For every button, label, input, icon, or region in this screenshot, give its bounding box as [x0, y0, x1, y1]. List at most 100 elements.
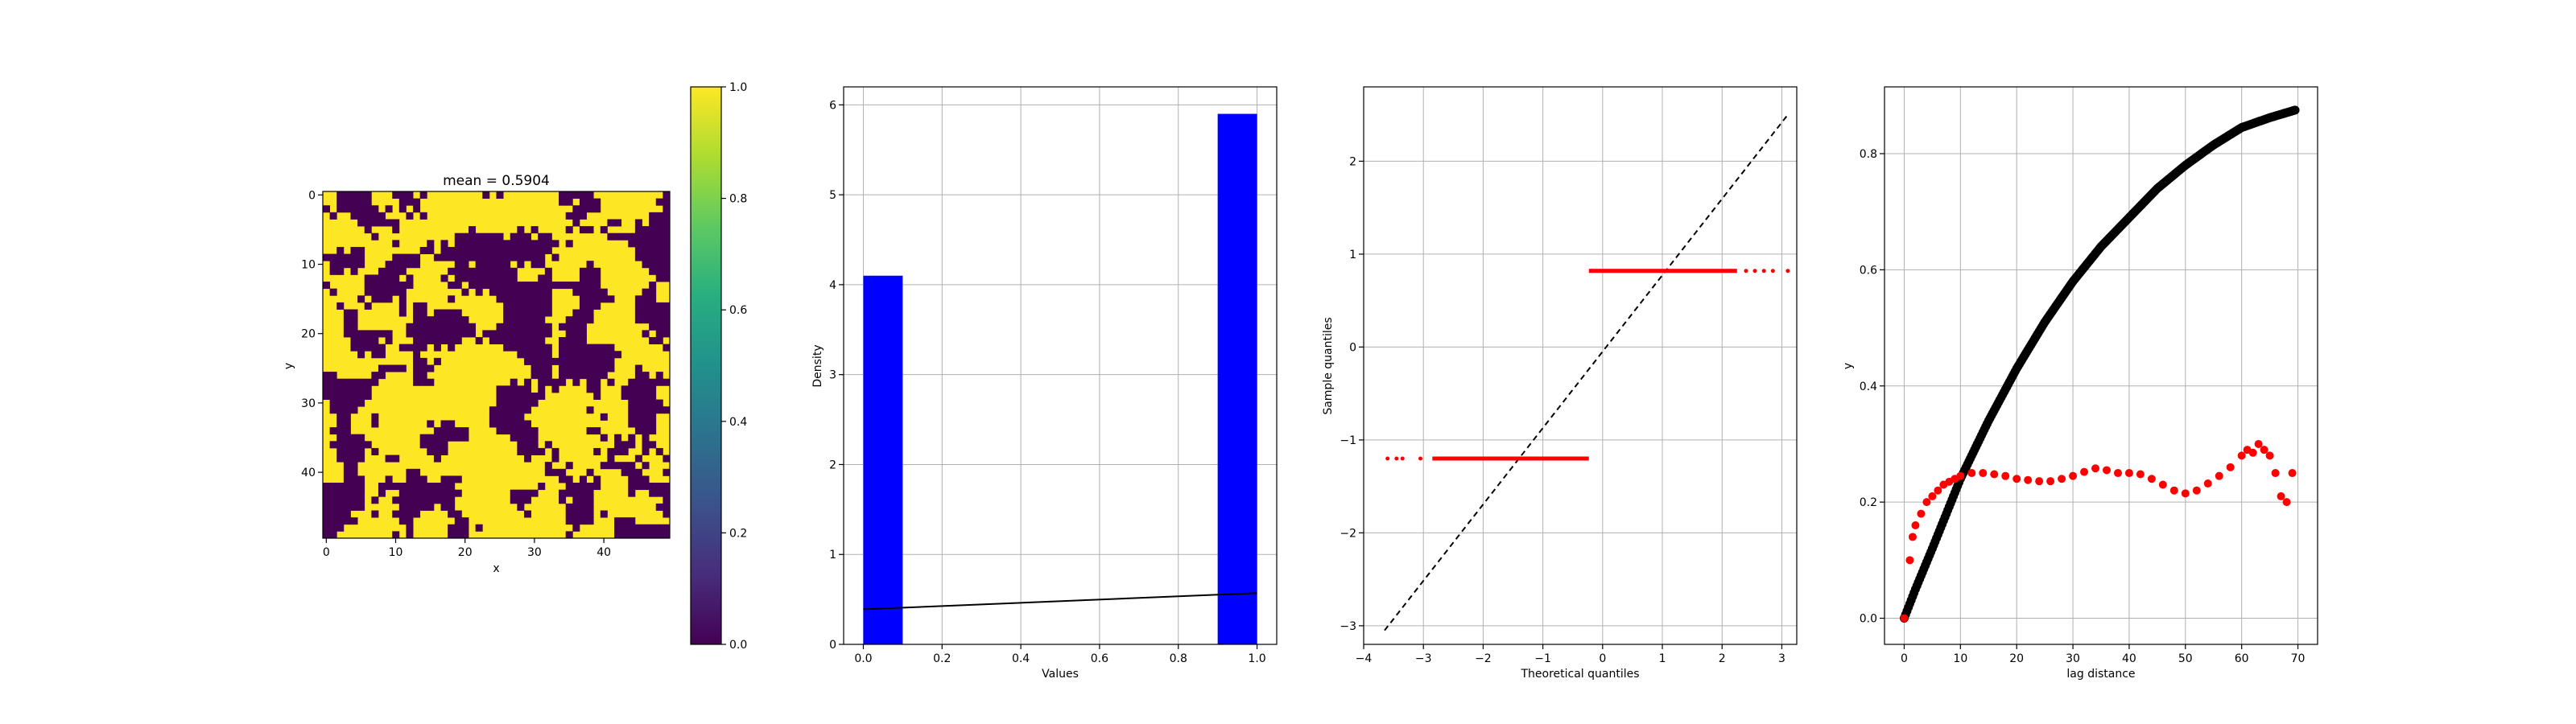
heatmap-cell — [413, 330, 421, 338]
heatmap-cell — [336, 302, 345, 310]
heatmap-cell — [530, 399, 539, 407]
heatmap-cell — [642, 309, 650, 317]
heatmap-cell — [329, 378, 337, 386]
heatmap-cell — [454, 274, 462, 282]
heatmap-cell — [565, 330, 573, 338]
variogram-x-tick-label: 30 — [2066, 652, 2080, 665]
heatmap-cell — [461, 427, 469, 435]
heatmap-cell — [406, 261, 414, 269]
heatmap-cell — [586, 282, 594, 290]
heatmap-cell — [454, 282, 462, 290]
heatmap-cell — [649, 420, 657, 428]
heatmap-cell — [496, 392, 504, 400]
heatmap-cell — [628, 385, 636, 393]
heatmap-cell — [614, 524, 622, 532]
heatmap-cell — [579, 330, 587, 338]
heatmap-cell — [663, 483, 671, 491]
heatmap-cell — [364, 343, 372, 352]
heatmap-cell — [551, 455, 559, 463]
heatmap-cell — [336, 420, 345, 428]
histogram-y-tick-label: 0 — [829, 639, 836, 652]
heatmap-cell — [482, 191, 490, 200]
heatmap-cell — [586, 372, 594, 380]
heatmap-cell — [392, 496, 400, 504]
heatmap-cell — [378, 343, 386, 352]
heatmap-cell — [469, 253, 477, 261]
variogram-empirical-point — [2080, 467, 2089, 476]
heatmap-cell — [655, 372, 663, 380]
heatmap-cell — [572, 316, 580, 324]
heatmap-cell — [634, 399, 642, 407]
heatmap-cell — [496, 323, 504, 331]
heatmap-cell — [357, 198, 365, 206]
heatmap-cell — [350, 392, 358, 400]
heatmap-cell — [628, 441, 636, 449]
heatmap-cell — [385, 261, 393, 269]
heatmap-cell — [523, 295, 531, 303]
heatmap-cell — [663, 406, 671, 414]
heatmap-cell — [634, 385, 642, 393]
heatmap-cell — [544, 302, 552, 310]
heatmap-cell — [530, 441, 539, 449]
heatmap-cell — [572, 503, 580, 511]
heatmap-cell — [510, 323, 518, 331]
heatmap-cell — [343, 496, 351, 504]
heatmap-cell — [634, 455, 642, 463]
heatmap-cell — [642, 295, 650, 303]
heatmap-cell — [649, 483, 657, 491]
variogram-empirical-point — [2254, 439, 2263, 448]
heatmap-cell — [448, 282, 456, 290]
heatmap-cell — [406, 212, 414, 220]
heatmap-cell — [329, 392, 337, 400]
heatmap-cell — [559, 337, 567, 345]
qqplot-lower-point — [1394, 456, 1399, 461]
heatmap-cell — [406, 330, 414, 338]
variogram-empirical-point — [2013, 475, 2021, 483]
heatmap-cell — [538, 392, 546, 400]
heatmap-cell — [579, 267, 587, 275]
heatmap-cell — [371, 420, 379, 428]
heatmap-cell — [427, 240, 435, 248]
heatmap-cell — [642, 261, 650, 269]
heatmap-cell — [517, 427, 525, 435]
heatmap-cell — [329, 288, 337, 296]
heatmap-cell — [655, 226, 663, 234]
heatmap-cell — [454, 489, 462, 497]
heatmap-cell — [642, 399, 650, 407]
heatmap-cell — [593, 302, 601, 310]
heatmap-cell — [448, 483, 456, 491]
heatmap-cell — [655, 261, 663, 269]
heatmap-cell — [475, 232, 483, 241]
variogram-y-tick-label: 0.2 — [1860, 496, 1877, 509]
heatmap-cell — [628, 531, 636, 539]
variogram-x-tick-label: 40 — [2122, 652, 2136, 665]
heatmap-cell — [406, 191, 414, 200]
heatmap-cell — [579, 337, 587, 345]
heatmap-cell — [378, 282, 386, 290]
heatmap-cell — [392, 483, 400, 491]
heatmap-cell — [343, 462, 351, 470]
heatmap-cell — [565, 212, 573, 220]
heatmap-cell — [496, 413, 504, 421]
heatmap-cell — [538, 232, 546, 241]
heatmap-cell — [329, 267, 337, 275]
heatmap-cell — [343, 378, 351, 386]
heatmap-cell — [655, 302, 663, 310]
heatmap-cell — [607, 232, 615, 241]
heatmap-cell — [530, 226, 539, 234]
heatmap-cell — [649, 392, 657, 400]
heatmap-cell — [551, 253, 559, 261]
heatmap-cell — [413, 351, 421, 359]
heatmap-cell — [489, 337, 497, 345]
heatmap-cell — [336, 205, 345, 213]
heatmap-cell — [329, 483, 337, 491]
heatmap-cell — [323, 372, 331, 380]
heatmap-cell — [496, 274, 504, 282]
heatmap-cell — [649, 378, 657, 386]
qqplot-reference-line — [1384, 114, 1789, 631]
heatmap-cell — [413, 302, 421, 310]
heatmap-cell — [559, 489, 567, 497]
heatmap-cell — [329, 489, 337, 497]
heatmap-cell — [378, 330, 386, 338]
heatmap-cell — [496, 385, 504, 393]
